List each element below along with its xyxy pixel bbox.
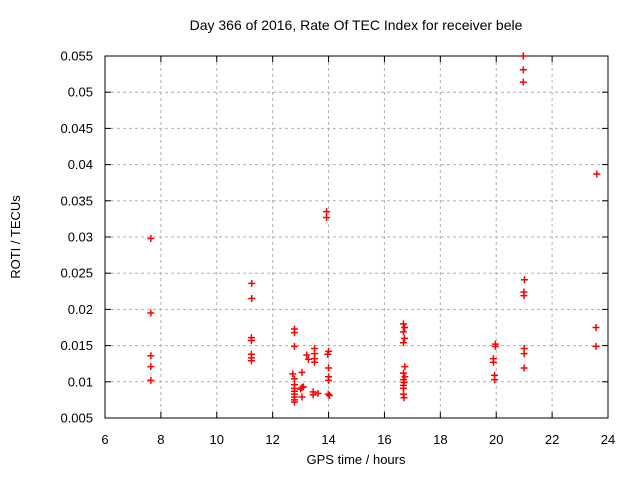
x-tick-label: 20	[489, 432, 503, 447]
data-point	[401, 334, 409, 342]
data-point	[399, 328, 407, 336]
y-tick-label: 0.05	[68, 85, 93, 100]
data-point	[592, 342, 600, 350]
x-tick-label: 12	[265, 432, 279, 447]
data-point	[592, 324, 600, 331]
x-tick-label: 8	[157, 432, 164, 447]
y-tick-label: 0.055	[60, 49, 93, 64]
data-point	[311, 358, 319, 366]
data-point	[147, 363, 155, 371]
chart-title: Day 366 of 2016, Rate Of TEC Index for r…	[190, 17, 523, 33]
y-tick-label: 0.025	[60, 266, 93, 281]
data-point	[401, 363, 409, 371]
data-point	[593, 170, 601, 178]
data-point	[325, 364, 333, 372]
data-point	[520, 276, 528, 284]
data-point	[520, 364, 528, 372]
data-point	[401, 324, 409, 331]
x-tick-label: 24	[601, 432, 615, 447]
y-tick-label: 0.02	[68, 302, 93, 317]
data-point	[520, 292, 528, 300]
data-point	[491, 342, 499, 350]
x-tick-label: 16	[377, 432, 391, 447]
y-tick-label: 0.015	[60, 338, 93, 353]
data-point	[298, 393, 306, 401]
data-point	[489, 358, 497, 366]
data-point	[290, 342, 298, 350]
data-point	[248, 295, 256, 303]
data-point	[247, 357, 255, 365]
data-point	[289, 370, 297, 378]
y-axis-label: ROTI / TECUs	[8, 195, 23, 279]
data-point	[147, 309, 155, 317]
data-point	[298, 368, 306, 376]
data-point	[290, 329, 298, 337]
y-tick-label: 0.01	[68, 374, 93, 389]
grid-lines	[105, 56, 608, 418]
y-tick-label: 0.005	[60, 411, 93, 426]
data-point	[325, 376, 333, 384]
data-point	[314, 389, 322, 397]
data-point	[324, 390, 332, 398]
data-point	[304, 355, 312, 363]
data-point	[290, 398, 298, 406]
data-point	[519, 78, 527, 86]
y-tick-label: 0.04	[68, 157, 93, 172]
data-point	[399, 339, 407, 347]
data-point	[299, 383, 307, 391]
y-tick-label: 0.03	[68, 230, 93, 245]
tick-labels: 6 8 10 12 14 16 18 20 22 24 0.005 0.01 0.015 0.02 0.02…	[60, 49, 615, 448]
y-tick-label: 0.045	[60, 121, 93, 136]
data-point	[147, 376, 155, 384]
data-point	[147, 234, 155, 242]
data-point	[323, 213, 331, 221]
data-point	[519, 52, 527, 60]
x-tick-label: 10	[210, 432, 224, 447]
data-point	[324, 350, 332, 358]
data-point	[309, 391, 317, 399]
data-points	[147, 52, 601, 406]
data-point	[519, 66, 527, 74]
data-point	[491, 376, 499, 384]
data-point	[303, 351, 311, 359]
y-tick-label: 0.035	[60, 193, 93, 208]
plot-border	[104, 55, 609, 419]
x-tick-label: 18	[433, 432, 447, 447]
data-point	[248, 279, 256, 287]
x-axis-label: GPS time / hours	[307, 452, 406, 467]
x-tick-label: 6	[101, 432, 108, 447]
data-point	[325, 392, 333, 400]
data-point	[399, 369, 407, 377]
data-point	[247, 337, 255, 345]
data-point	[520, 350, 528, 358]
x-tick-label: 22	[545, 432, 559, 447]
axis-ticks	[104, 55, 609, 419]
x-tick-label: 14	[321, 432, 335, 447]
data-point	[147, 352, 155, 360]
data-point	[400, 394, 408, 402]
data-point	[399, 320, 407, 328]
